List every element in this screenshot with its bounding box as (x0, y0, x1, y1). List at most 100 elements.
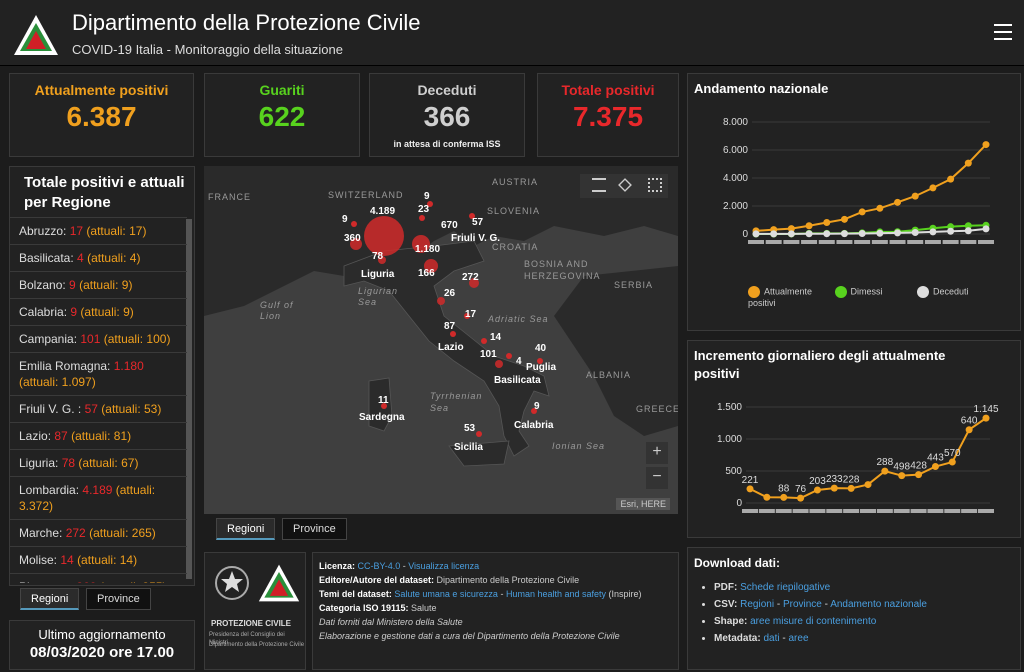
y-tick-label: 1.500 (717, 402, 742, 413)
data-point (770, 230, 778, 238)
x-tick-label (818, 240, 835, 244)
map-value[interactable]: 9 (424, 191, 430, 202)
x-tick-label (758, 509, 775, 513)
x-tick-label (910, 509, 927, 513)
data-point (911, 192, 919, 200)
map-value[interactable]: 78 (372, 251, 384, 262)
map-region-label[interactable]: Puglia (526, 362, 557, 373)
view-license-link[interactable]: Visualizza licenza (408, 561, 480, 571)
region-item[interactable]: Lazio: 87 (attuali: 81) (9, 422, 187, 449)
x-tick-label (927, 509, 944, 513)
map-value[interactable]: 4.189 (370, 206, 396, 217)
x-tick-label (854, 240, 871, 244)
x-tick-label (871, 240, 888, 244)
region-item[interactable]: Piemonte: 360 (attuali: 355) (9, 573, 187, 583)
map-region-label[interactable]: Friuli V. G. (451, 233, 501, 244)
map-value[interactable]: 9 (342, 214, 348, 225)
data-point (929, 184, 937, 192)
map-value[interactable]: 11 (378, 395, 389, 406)
tab-regioni-left[interactable]: Regioni (20, 588, 80, 610)
data-point (915, 471, 923, 479)
download-list: PDF: Schede riepilogative CSV: Regioni -… (694, 582, 1014, 644)
map-region-label[interactable]: Sicilia (454, 442, 483, 453)
csv-province-link[interactable]: Province (782, 599, 822, 610)
credits-panel: PROTEZIONE CIVILE Presidenza del Consigl… (204, 552, 306, 670)
region-item[interactable]: Friuli V. G. : 57 (attuali: 53) (9, 395, 187, 422)
region-item[interactable]: Marche: 272 (attuali: 265) (9, 519, 187, 546)
chart-andamento-nazionale: Andamento nazionale 8.000 6.000 4.000 2.000… (687, 73, 1021, 331)
region-item[interactable]: Liguria: 78 (attuali: 67) (9, 449, 187, 476)
map-region-label[interactable]: Basilicata (494, 375, 541, 386)
zoom-in-button[interactable]: + (646, 442, 668, 464)
data-point (929, 228, 937, 236)
map-value[interactable]: 57 (472, 217, 484, 228)
map-region-label[interactable]: Sardegna (359, 412, 405, 423)
zoom-out-button[interactable]: − (646, 467, 668, 489)
tab-province-map[interactable]: Province (282, 518, 347, 540)
map-value[interactable]: 1.180 (415, 244, 441, 255)
map-value[interactable]: 670 (441, 220, 458, 231)
map-region-label[interactable]: Liguria (361, 269, 395, 280)
data-point (982, 225, 990, 233)
data-point (982, 414, 990, 422)
metadata-dati-link[interactable]: dati (763, 633, 780, 644)
region-item[interactable]: Emilia Romagna: 1.180 (attuali: 1.097) (9, 352, 187, 395)
region-item[interactable]: Lombardia: 4.189 (attuali: 3.372) (9, 476, 187, 519)
map-value[interactable]: 53 (464, 423, 476, 434)
data-point (964, 222, 972, 230)
chart-legend: Attualmente positivi Dimessi Deceduti (748, 286, 969, 308)
region-item[interactable]: Campania: 101 (attuali: 100) (9, 325, 187, 352)
data-point (840, 215, 848, 223)
y-tick-label: 6.000 (723, 145, 748, 156)
kpi-label: Attualmente positivi (34, 82, 169, 98)
map-region-label[interactable]: Calabria (514, 420, 554, 431)
map-value[interactable]: 360 (344, 233, 361, 244)
hamburger-menu-icon[interactable] (994, 24, 1012, 40)
data-point (858, 230, 866, 238)
tab-regioni-map[interactable]: Regioni (216, 518, 276, 540)
x-tick-label (876, 509, 893, 513)
map-value[interactable]: 87 (444, 321, 456, 332)
map-value[interactable]: 4 (516, 356, 522, 367)
map-label-austria: AUSTRIA (492, 177, 539, 187)
map-value[interactable]: 9 (534, 401, 540, 412)
chart-andamento-plot[interactable]: 8.000 6.000 4.000 2.000 0 (688, 104, 1022, 304)
tab-province-left[interactable]: Province (86, 588, 151, 610)
region-item[interactable]: Abruzzo: 17 (attuali: 17) (9, 217, 187, 244)
kpi-value: 366 (423, 101, 471, 132)
license-link[interactable]: CC-BY-4.0 (357, 561, 401, 571)
map-value[interactable]: 101 (480, 349, 497, 360)
data-point (797, 494, 805, 502)
regions-scrollbar[interactable] (186, 219, 192, 579)
shape-link[interactable]: aree misure di contenimento (750, 616, 877, 627)
csv-nazionale-link[interactable]: Andamento nazionale (830, 599, 927, 610)
kpi-note: in attesa di conferma ISS (393, 139, 501, 149)
map-value[interactable]: 23 (418, 204, 430, 215)
regions-panel: Totale positivi e attuali per Regione (9, 166, 195, 586)
map-value[interactable]: 272 (462, 272, 479, 283)
map-region-label[interactable]: Lazio (438, 342, 464, 353)
map-value[interactable]: 26 (444, 288, 456, 299)
csv-regioni-link[interactable]: Regioni (740, 599, 775, 610)
italy-map[interactable]: FRANCE SWITZERLAND AUSTRIA SLOVENIA CROA… (204, 166, 678, 514)
basemap-gallery-icon[interactable] (648, 178, 662, 192)
region-item[interactable]: Bolzano: 9 (attuali: 9) (9, 271, 187, 298)
map-value[interactable]: 40 (535, 343, 547, 354)
region-list[interactable]: Abruzzo: 17 (attuali: 17) Basilicata: 4 (… (9, 217, 187, 583)
region-item[interactable]: Molise: 14 (attuali: 14) (9, 546, 187, 573)
metadata-aree-link[interactable]: aree (788, 633, 809, 644)
region-item[interactable]: Basilicata: 4 (attuali: 4) (9, 244, 187, 271)
data-point (964, 227, 972, 235)
theme-link[interactable]: Human health and safety (505, 589, 607, 599)
region-item[interactable]: Calabria: 9 (attuali: 9) (9, 298, 187, 325)
data-point (858, 208, 866, 216)
map-value[interactable]: 17 (465, 309, 477, 320)
data-point (805, 230, 813, 238)
theme-link[interactable]: Salute umana e sicurezza (394, 589, 498, 599)
map-value[interactable]: 14 (490, 332, 502, 343)
data-point (823, 230, 831, 238)
list-icon[interactable] (592, 178, 606, 192)
map-value[interactable]: 166 (418, 268, 435, 279)
pdf-link[interactable]: Schede riepilogative (740, 582, 831, 593)
